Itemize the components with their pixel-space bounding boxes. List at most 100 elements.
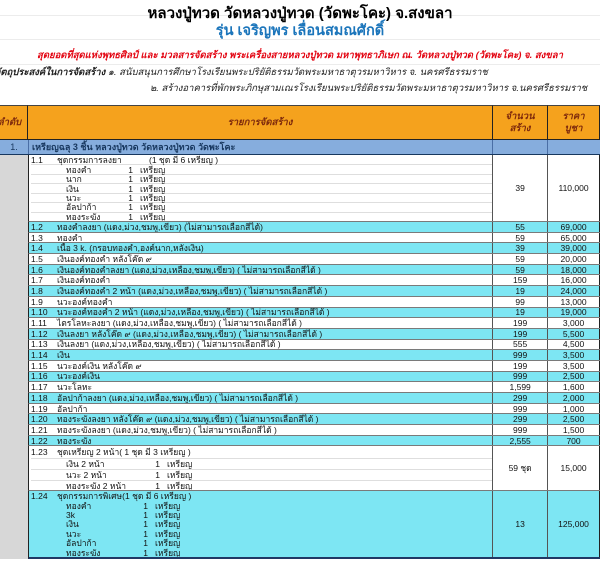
section-row: 1. เหรียญฉลุ 3 ชิ้น หลวงปู่ทวด วัดหลวงปู… bbox=[0, 140, 600, 155]
header-item: รายการจัดสร้าง bbox=[28, 105, 493, 140]
item-name: เงินองค์ทองคำ 2 หน้า (แดง,ม่วง,เหลือง,ชม… bbox=[57, 286, 328, 296]
item-name: ทองคำลงยา (แดง,ม่วง,ชมพู,เขียว) (ไม่สามา… bbox=[57, 222, 263, 232]
sub-item-line: ทองคำ 1 เหรียญ bbox=[31, 500, 492, 511]
item-number: 1.3 bbox=[31, 232, 43, 243]
item-cell: 1.2 ทองคำลงยา (แดง,ม่วง,ชมพู,เขียว) (ไม่ส… bbox=[29, 222, 494, 232]
item-cell: 1.19 อัลปาก้า bbox=[29, 403, 494, 414]
item-name: นวะองค์เงิน bbox=[57, 371, 100, 382]
item-number: 1.15 bbox=[31, 360, 48, 371]
item-cell: 1.7 เงินองค์ทองคำ bbox=[29, 275, 494, 286]
sub-item-line: ทองระฆัง 1 เหรียญ bbox=[31, 547, 492, 558]
item-cell: 1.4 เนื้อ 3 k. (กรอบทองคำ,องค์นาก,หลังเงิ… bbox=[29, 243, 494, 254]
item-name: นวะองค์ทองคำ bbox=[57, 296, 113, 307]
purpose-line-1: วัตถุประสงค์ในการจัดสร้าง ๑. สนับสนุนการ… bbox=[0, 65, 488, 80]
sub-item-qty: 1 bbox=[128, 183, 133, 194]
table-row: 1.3 ทองคำ 59 65,000 bbox=[28, 233, 600, 244]
sub-item-unit: เหรียญ bbox=[140, 183, 166, 194]
price-cell: 69,000 bbox=[548, 222, 600, 232]
sub-item-unit: เหรียญ bbox=[140, 164, 166, 175]
qty-cell: 19 bbox=[493, 307, 549, 317]
item-name: เงิน bbox=[57, 350, 70, 360]
table-row: 1.20 ทองระฆังลงยา หลังโค๊ด ๙ (แดง,ม่วง,ชม… bbox=[28, 414, 600, 426]
qty-cell: 999 bbox=[493, 371, 549, 381]
price-cell: 18,000 bbox=[548, 265, 600, 275]
sub-item-label: อัลปาก้า bbox=[66, 538, 97, 549]
document-header: หลวงปู่ทวด วัดหลวงปู่ทวด (วัดพะโคะ) จ.สง… bbox=[0, 0, 600, 105]
sub-item-unit: เหรียญ bbox=[155, 519, 181, 530]
sub-item-qty: 1 bbox=[143, 500, 148, 511]
price-cell: 65,000 bbox=[548, 233, 600, 243]
header-price: ราคา บูชา bbox=[548, 105, 600, 140]
sub-item-label: เงิน bbox=[66, 183, 79, 194]
qty-cell: 55 bbox=[493, 222, 549, 232]
sub-item-qty: 1 bbox=[143, 547, 148, 558]
item-number: 1.5 bbox=[31, 254, 43, 264]
price-cell: 24,000 bbox=[548, 286, 600, 296]
sub-item-unit: เหรียญ bbox=[167, 470, 193, 481]
sub-item-qty: 1 bbox=[143, 538, 148, 549]
sub-item-line: อัลปาก้า 1 เหรียญ bbox=[31, 538, 492, 549]
table-row: 1.13 เงินลงยา (แดง,ม่วง,เหลือง,ชมพู,เขียว… bbox=[28, 339, 600, 351]
qty-cell: 99 bbox=[493, 297, 549, 307]
price-cell: 15,000 bbox=[548, 446, 600, 491]
sub-item-label: นาก bbox=[66, 174, 82, 185]
table-body: 1.1 ชุดกรรมการลงยา (1 ชุด มี 6 เหรียญ ) ทอง… bbox=[28, 155, 600, 560]
item-name: ทองระฆังลงยา หลังโค๊ด ๙ (แดง,ม่วง,ชมพู,เ… bbox=[57, 414, 319, 425]
table-row: 1.22 ทองระฆัง 2,555 700 bbox=[28, 436, 600, 447]
table-row: 1.1 ชุดกรรมการลงยา (1 ชุด มี 6 เหรียญ ) ทอง… bbox=[28, 155, 600, 222]
price-cell: 1,000 bbox=[548, 404, 600, 414]
price-cell: 110,000 bbox=[548, 155, 600, 221]
price-cell: 13,000 bbox=[548, 297, 600, 307]
item-cell: 1.1 ชุดกรรมการลงยา (1 ชุด มี 6 เหรียญ ) ทอง… bbox=[29, 155, 494, 221]
sub-item-unit: เหรียญ bbox=[140, 174, 166, 185]
table-row: 1.15 นวะองค์เงิน หลังโค๊ด ๙ 199 3,500 bbox=[28, 361, 600, 372]
item-number: 1.19 bbox=[31, 403, 48, 414]
sub-item-label: เงิน 2 หน้า bbox=[66, 458, 105, 469]
price-cell: 2,000 bbox=[548, 393, 600, 403]
sub-item-line: นวะ 2 หน้า 1 เหรียญ bbox=[31, 468, 493, 481]
header-qty: จำนวน สร้าง bbox=[493, 105, 548, 140]
item-name: เงินลงยา หลังโค๊ด ๙ (แดง,ม่วง,เหลือง,ชมพ… bbox=[57, 328, 323, 339]
item-title-line: 1.1 ชุดกรรมการลงยา (1 ชุด มี 6 เหรียญ ) bbox=[31, 155, 492, 165]
sub-item-qty: 1 bbox=[128, 202, 133, 213]
sub-item-label: นวะ bbox=[66, 528, 82, 539]
sub-item-label: เงิน bbox=[66, 519, 79, 530]
qty-cell: 999 bbox=[493, 404, 549, 414]
qty-cell: 39 bbox=[493, 155, 549, 221]
item-name: อัลปาก้า bbox=[57, 403, 88, 414]
section-title: เหรียญฉลุ 3 ชิ้น หลวงปู่ทวด วัดหลวงปู่ทว… bbox=[28, 140, 493, 154]
item-cell: 1.13 เงินลงยา (แดง,ม่วง,เหลือง,ชมพู,เขียว… bbox=[29, 339, 494, 350]
item-number: 1.22 bbox=[31, 435, 48, 446]
sub-item-label: ทองระฆัง bbox=[66, 547, 101, 558]
sub-item-label: อัลปาก้า bbox=[66, 202, 97, 213]
sub-item-qty: 1 bbox=[128, 174, 133, 185]
sub-item-unit: เหรียญ bbox=[140, 211, 166, 221]
table-row: 1.16 นวะองค์เงิน 999 2,500 bbox=[28, 371, 600, 383]
table-row: 1.21 ทองระฆังลงยา (แดง,ม่วง,ชมพู,เขียว) (… bbox=[28, 425, 600, 436]
price-cell: 39,000 bbox=[548, 243, 600, 253]
sub-item-line: อัลปาก้า 1 เหรียญ bbox=[31, 202, 493, 213]
item-cell: 1.10 นวะองค์ทองคำ 2 หน้า (แดง,ม่วง,เหลือง… bbox=[29, 307, 494, 318]
qty-cell: 999 bbox=[493, 350, 549, 360]
item-number: 1.1 bbox=[31, 155, 43, 165]
table-row: 1.12 เงินลงยา หลังโค๊ด ๙ (แดง,ม่วง,เหลือง… bbox=[28, 329, 600, 340]
item-cell: 1.16 นวะองค์เงิน bbox=[29, 371, 494, 382]
item-number: 1.4 bbox=[31, 243, 43, 254]
item-number: 1.16 bbox=[31, 371, 48, 382]
gridline bbox=[0, 39, 600, 40]
item-cell: 1.12 เงินลงยา หลังโค๊ด ๙ (แดง,ม่วง,เหลือง… bbox=[29, 328, 494, 339]
sub-item-label: นวะ 2 หน้า bbox=[66, 470, 107, 481]
item-name: เงินลงยา (แดง,ม่วง,เหลือง,ชมพู,เขียว) ( … bbox=[57, 339, 281, 350]
item-name: นวะโลหะ bbox=[57, 382, 93, 392]
qty-cell: 199 bbox=[493, 318, 549, 328]
price-cell: 16,000 bbox=[548, 275, 600, 285]
item-number: 1.13 bbox=[31, 339, 48, 350]
table-row: 1.24 ชุดกรรมการพิเศษ (1 ชุด มี 6 เหรียญ ) ท… bbox=[28, 491, 600, 560]
sub-item-unit: เหรียญ bbox=[167, 458, 193, 469]
item-number: 1.17 bbox=[31, 382, 48, 392]
price-cell: 3,500 bbox=[548, 361, 600, 371]
item-title-line: 1.24 ชุดกรรมการพิเศษ (1 ชุด มี 6 เหรียญ ) bbox=[31, 491, 492, 501]
sub-item-qty: 1 bbox=[155, 481, 160, 491]
table-row: 1.17 นวะโลหะ 1,599 1,600 bbox=[28, 382, 600, 393]
item-name: ทองคำ bbox=[57, 232, 83, 243]
